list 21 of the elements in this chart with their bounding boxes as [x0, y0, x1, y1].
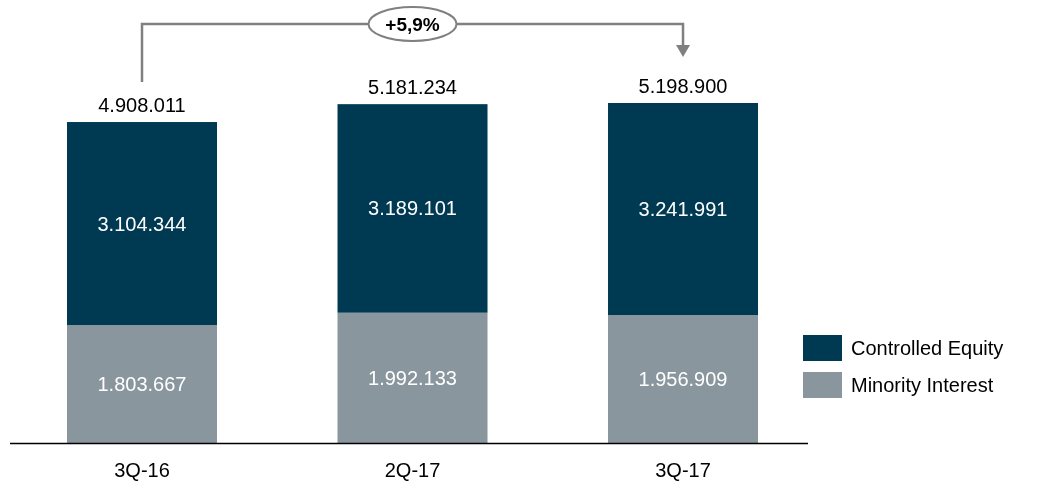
bar — [337, 312, 488, 443]
data-label: 1.803.667 — [97, 373, 187, 396]
total-label: 4.908.011 — [98, 94, 186, 117]
text: +5,9% — [385, 14, 440, 35]
legend-label: Minority Interest — [851, 374, 994, 396]
x-tick-label: 3Q-16 — [114, 459, 170, 481]
data-label: 1.992.133 — [368, 366, 457, 389]
x-tick-label: 3Q-17 — [655, 459, 711, 481]
data-label: 3.241.991 — [638, 198, 728, 221]
data-label: 3.104.344 — [97, 212, 187, 235]
data-label: 3.189.101 — [368, 197, 457, 220]
bar — [67, 122, 217, 326]
total-label: 5.198.900 — [638, 75, 728, 97]
bar — [67, 325, 217, 443]
x-tick-label: 2Q-17 — [384, 459, 441, 481]
total-label: 5.181.234 — [368, 76, 457, 99]
bar — [608, 315, 759, 443]
bar — [608, 103, 759, 316]
legend-label: Controlled Equity — [851, 337, 1004, 359]
bar — [337, 104, 488, 313]
data-label: 1.956.909 — [638, 368, 728, 391]
